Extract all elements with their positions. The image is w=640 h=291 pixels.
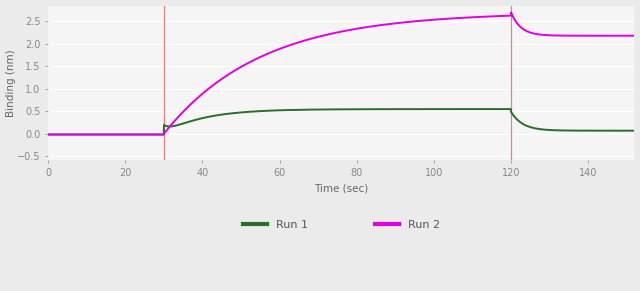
Legend: Run 1, Run 2: Run 1, Run 2: [238, 216, 444, 235]
X-axis label: Time (sec): Time (sec): [314, 183, 369, 193]
Y-axis label: Binding (nm): Binding (nm): [6, 49, 15, 117]
